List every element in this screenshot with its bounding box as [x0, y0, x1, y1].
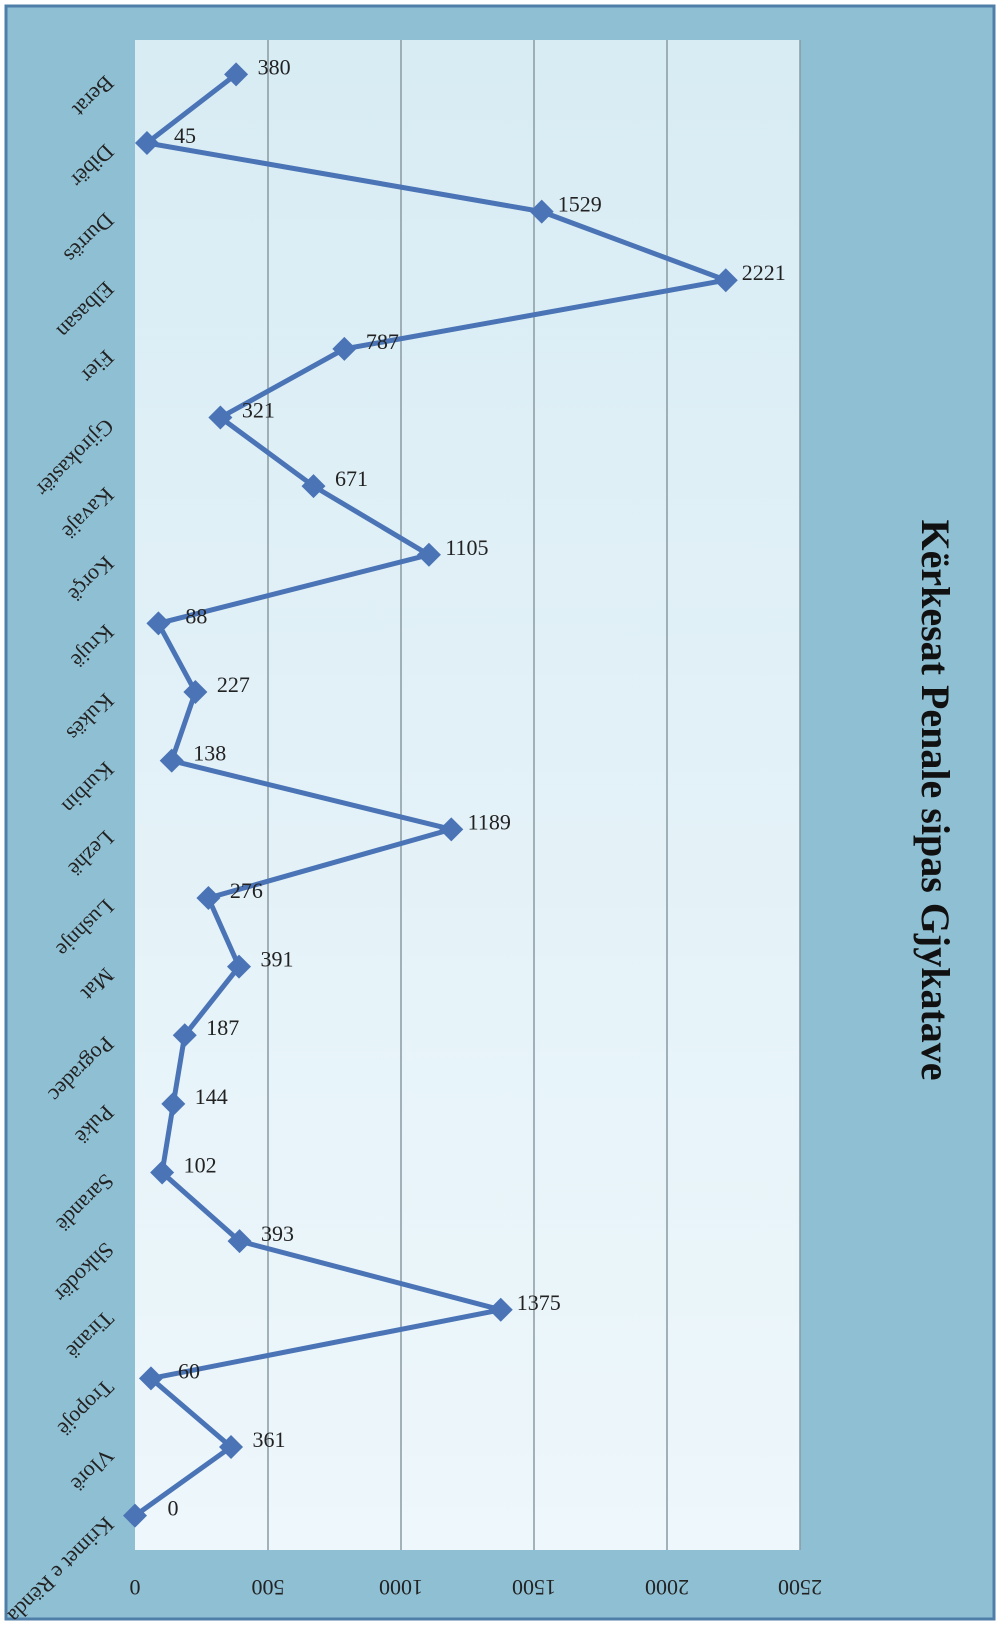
- chart-title: Kërkesat Penale sipas Gjykatave: [913, 519, 958, 1080]
- data-label: 393: [261, 1221, 294, 1246]
- y-tick-label: 0: [130, 1575, 141, 1600]
- data-point: [172, 1023, 197, 1048]
- data-label: 671: [335, 466, 368, 491]
- data-label: 60: [178, 1358, 200, 1383]
- data-point: [227, 1229, 252, 1254]
- data-point: [161, 1091, 186, 1116]
- plot-area: [135, 40, 800, 1550]
- data-point: [183, 680, 208, 705]
- data-point: [227, 954, 252, 979]
- data-point: [146, 611, 171, 636]
- data-label: 1105: [445, 535, 488, 560]
- data-label: 361: [253, 1427, 286, 1452]
- data-label: 391: [261, 947, 294, 972]
- data-label: 45: [174, 123, 196, 148]
- data-point: [332, 336, 357, 361]
- data-point: [439, 817, 464, 842]
- data-label: 0: [168, 1496, 179, 1521]
- data-label: 1375: [517, 1290, 561, 1315]
- data-point: [301, 474, 326, 499]
- data-label: 380: [258, 54, 291, 79]
- data-label: 1189: [468, 809, 511, 834]
- data-point: [529, 199, 554, 224]
- y-tick-label: 500: [252, 1575, 285, 1600]
- data-label: 787: [366, 329, 399, 354]
- data-point: [416, 542, 441, 567]
- data-point: [150, 1160, 175, 1185]
- data-point: [123, 1503, 147, 1528]
- data-label: 227: [217, 672, 250, 697]
- data-label: 276: [230, 878, 263, 903]
- data-point: [224, 62, 249, 87]
- y-tick-label: 2500: [778, 1575, 822, 1600]
- data-label: 1529: [558, 192, 602, 217]
- data-point: [208, 405, 233, 430]
- data-point: [488, 1297, 513, 1322]
- data-point: [219, 1435, 244, 1460]
- y-tick-label: 1000: [379, 1575, 423, 1600]
- data-point: [138, 1366, 163, 1391]
- data-point: [196, 885, 221, 910]
- data-label: 102: [184, 1153, 217, 1178]
- series-line: [133, 72, 736, 1518]
- y-tick-label: 1500: [512, 1575, 556, 1600]
- data-label: 138: [193, 741, 226, 766]
- y-tick-label: 2000: [645, 1575, 689, 1600]
- data-point: [713, 268, 738, 293]
- data-point: [134, 130, 159, 155]
- data-label: 187: [206, 1015, 239, 1040]
- data-label: 144: [195, 1084, 228, 1109]
- data-label: 2221: [742, 260, 786, 285]
- data-point: [159, 748, 184, 773]
- data-label: 88: [185, 603, 207, 628]
- data-label: 321: [242, 398, 275, 423]
